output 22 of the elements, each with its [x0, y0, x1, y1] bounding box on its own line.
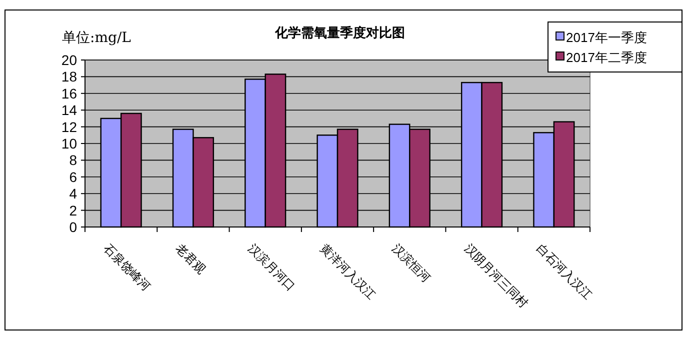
y-tick-label: 10 [61, 136, 78, 152]
x-tick-label: 汉阴月河三同村 [462, 241, 531, 311]
y-tick-label: 6 [69, 168, 78, 185]
y-tick-label: 2 [69, 202, 78, 218]
y-tick-label: 4 [69, 186, 78, 202]
x-tick-label: 汉滨恒河 [389, 241, 434, 286]
legend-label: 2017年一季度 [566, 30, 647, 45]
y-tick-label: 8 [69, 152, 78, 168]
y-axis-title: 单位:mg/L [62, 30, 131, 46]
y-tick-label: 0 [69, 219, 78, 235]
y-tick-label: 14 [61, 102, 78, 118]
y-tick-label: 18 [61, 68, 78, 85]
chart-title: 化学需氧量季度对比图 [274, 25, 405, 41]
x-tick-label: 黄洋河入汉江 [317, 241, 378, 302]
x-tick-label: 白石河入汉江 [534, 241, 595, 302]
x-tick-label: 老君观 [173, 241, 208, 277]
y-tick-label: 16 [61, 85, 78, 102]
y-tick-label: 12 [61, 118, 78, 135]
x-tick-label: 石泉饶峰河 [100, 241, 154, 294]
y-tick-label: 20 [61, 52, 78, 68]
legend-label: 2017年二季度 [566, 50, 647, 65]
x-tick-label: 汉滨月河口 [245, 241, 298, 294]
